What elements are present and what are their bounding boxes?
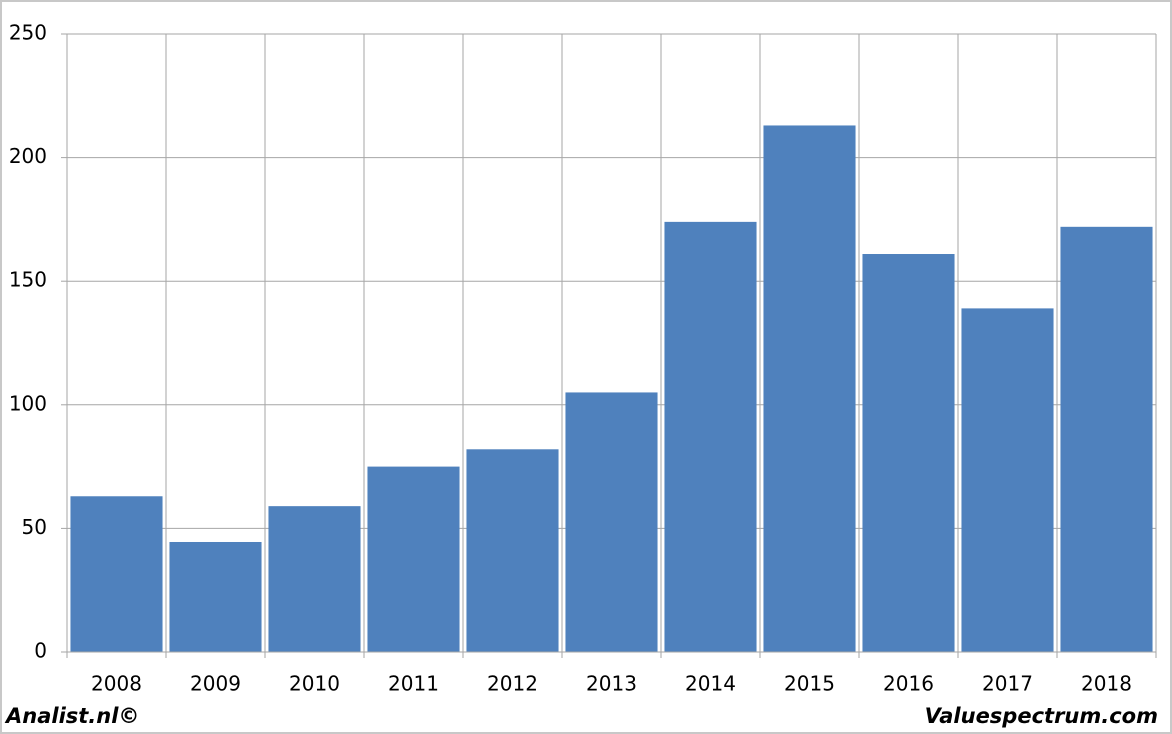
x-tick-label: 2008 <box>91 672 142 696</box>
y-tick-label: 50 <box>22 515 47 539</box>
bar <box>466 449 559 652</box>
y-tick-label: 250 <box>9 21 47 45</box>
footer-left: Analist.nl© <box>4 704 139 728</box>
y-tick-label: 200 <box>9 144 47 168</box>
x-tick-label: 2010 <box>289 672 340 696</box>
x-tick-label: 2009 <box>190 672 241 696</box>
bar <box>664 221 757 652</box>
bar <box>169 541 262 652</box>
bar <box>763 125 856 653</box>
bar <box>961 308 1054 652</box>
bar <box>70 496 163 652</box>
x-tick-label: 2012 <box>487 672 538 696</box>
bar <box>367 466 460 652</box>
x-tick-label: 2011 <box>388 672 439 696</box>
y-tick-label: 150 <box>9 268 47 292</box>
x-tick-label: 2018 <box>1081 672 1132 696</box>
x-tick-label: 2013 <box>586 672 637 696</box>
x-tick-label: 2017 <box>982 672 1033 696</box>
x-tick-label: 2016 <box>883 672 934 696</box>
bar <box>1060 226 1153 653</box>
footer-right: Valuespectrum.com <box>925 704 1158 728</box>
y-tick-label: 0 <box>34 639 47 663</box>
x-tick-label: 2015 <box>784 672 835 696</box>
y-tick-label: 100 <box>9 391 47 415</box>
x-tick-label: 2014 <box>685 672 736 696</box>
bar <box>268 506 361 652</box>
bar <box>862 254 955 652</box>
bar <box>565 392 658 652</box>
